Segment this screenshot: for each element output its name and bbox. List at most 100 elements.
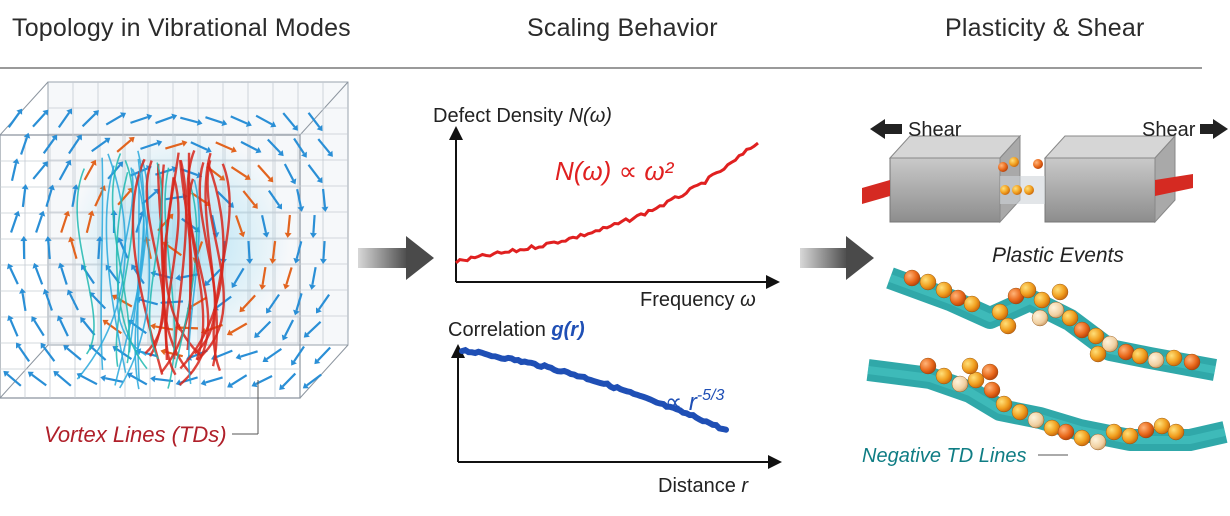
- vector-arrow: [130, 113, 153, 124]
- vector-arrow: [7, 108, 23, 128]
- chart2-series-line: [459, 346, 729, 433]
- shear-arrow-left: [870, 119, 902, 139]
- vector-arrow: [205, 116, 228, 127]
- particle: [935, 367, 953, 385]
- vector-arrow: [269, 240, 277, 264]
- chart1-y-arrowhead: [449, 126, 463, 140]
- vector-arrow: [27, 371, 47, 387]
- vector-arrow: [293, 241, 303, 264]
- particle: [1057, 423, 1075, 441]
- vector-arrow: [16, 342, 31, 363]
- vector-arrow: [10, 210, 21, 233]
- particle: [1117, 343, 1135, 361]
- vortex-line-red: [172, 160, 188, 360]
- particle: [1051, 283, 1069, 301]
- vector-arrow: [308, 266, 317, 290]
- vector-arrow: [21, 184, 29, 208]
- particle: [1137, 421, 1155, 439]
- vector-arrow: [32, 262, 44, 285]
- vector-arrow: [71, 184, 79, 208]
- vector-arrow: [242, 190, 258, 209]
- vector-arrow: [150, 322, 174, 331]
- vector-arrow: [303, 321, 322, 338]
- vector-arrow: [20, 236, 28, 260]
- particle: [1105, 423, 1123, 441]
- vector-arrow: [91, 137, 111, 153]
- vector-arrow: [126, 372, 148, 386]
- vortex-box: [0, 81, 349, 399]
- vector-arrow: [307, 112, 323, 132]
- negative-td-label: Negative TD Lines: [862, 445, 1027, 467]
- vortex-line-cyan: [76, 168, 95, 355]
- vector-arrow: [240, 140, 262, 154]
- vortex-line-cyan: [100, 157, 104, 370]
- chart2-x-arrowhead: [768, 455, 782, 469]
- vector-arrow: [302, 373, 322, 389]
- vector-arrow: [53, 370, 72, 387]
- vector-arrow: [76, 372, 98, 386]
- chart1-x-arrowhead: [766, 275, 780, 289]
- vortex-line-red: [144, 160, 165, 355]
- vector-arrow: [10, 158, 20, 182]
- vector-arrow: [57, 262, 68, 285]
- vector-arrow: [40, 342, 56, 362]
- vector-arrow: [42, 134, 58, 154]
- chart1-series-line: [455, 141, 759, 265]
- vector-arrow: [291, 345, 305, 366]
- shear-label-right: Shear: [1142, 119, 1196, 141]
- chart2-annotation: ∝ r-5/3: [665, 387, 724, 416]
- particle: [991, 303, 1009, 321]
- particle: [935, 281, 953, 299]
- chart-defect-density: Defect Density N(ω) Frequency ω N(ω) ∝ ω…: [433, 105, 780, 311]
- chart2-y-arrowhead: [451, 344, 465, 358]
- vector-arrow: [317, 138, 333, 157]
- vector-arrow: [200, 376, 223, 386]
- particle: [1061, 309, 1079, 327]
- vector-arrow: [231, 267, 245, 289]
- vector-arrow: [257, 164, 274, 183]
- vector-arrow: [68, 236, 78, 259]
- vector-arrow: [85, 210, 95, 233]
- vortex-callout: Vortex Lines (TDs): [44, 422, 227, 447]
- header-topology: Topology in Vibrational Modes: [12, 14, 351, 42]
- particle: [903, 269, 921, 287]
- particle: [1027, 411, 1045, 429]
- vector-arrow: [100, 374, 124, 383]
- vortex-line-cyan: [115, 160, 134, 367]
- plastic-event-band-1: [886, 267, 1217, 381]
- particle: [1167, 423, 1185, 441]
- particle: [1165, 349, 1183, 367]
- vortex-line-red: [204, 152, 219, 367]
- particle: [981, 363, 999, 381]
- particle: [983, 381, 1001, 399]
- chart-correlation: Correlation g(r) Distance r ∝ r-5/3: [448, 319, 782, 497]
- vector-arrow: [267, 138, 284, 157]
- vector-arrow: [116, 136, 135, 153]
- vector-arrow: [56, 315, 69, 337]
- vector-arrow: [227, 374, 248, 388]
- plastic-event-band-2: [866, 357, 1228, 451]
- vortex-line-red: [179, 162, 225, 370]
- vector-arrow: [44, 236, 52, 260]
- vector-arrow: [293, 293, 303, 316]
- vector-arrow: [319, 240, 327, 264]
- vector-arrow: [230, 166, 251, 180]
- particle: [1073, 429, 1091, 447]
- vector-arrow: [215, 141, 237, 153]
- vector-arrow: [226, 322, 248, 336]
- particle: [1031, 309, 1049, 327]
- vector-arrow: [35, 210, 46, 233]
- vector-arrow: [260, 214, 270, 238]
- vector-arrow: [283, 267, 293, 290]
- vector-arrow: [246, 240, 254, 264]
- particle: [967, 371, 985, 389]
- vector-arrow: [32, 109, 49, 128]
- vector-arrow: [321, 188, 329, 212]
- vortex-line-red: [193, 162, 217, 355]
- particle: [1183, 353, 1201, 371]
- chart2-x-label: Distance r: [658, 475, 749, 497]
- particle: [951, 375, 969, 393]
- vector-arrow: [314, 346, 331, 365]
- vortex-line-cyan: [128, 150, 145, 353]
